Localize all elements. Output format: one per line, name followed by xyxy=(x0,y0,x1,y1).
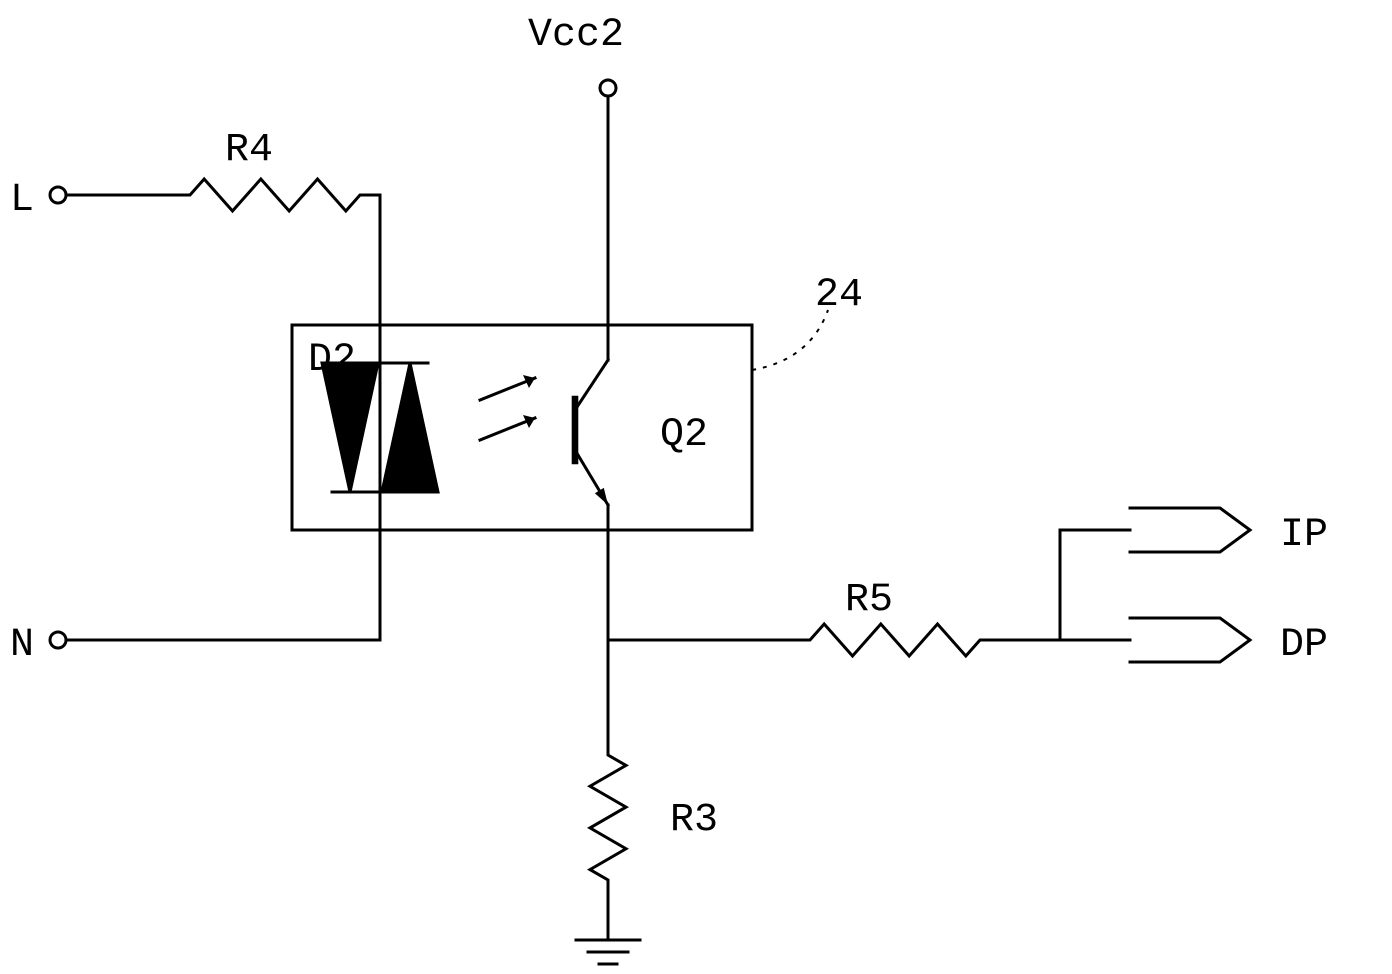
label-DP: DP xyxy=(1280,623,1328,668)
circuit-schematic: Vcc2 R4 L N D2 Q2 24 R5 R3 IP DP xyxy=(0,0,1392,974)
label-R4: R4 xyxy=(225,128,273,173)
label-ref24: 24 xyxy=(815,273,863,318)
label-L: L xyxy=(10,178,34,223)
label-N: N xyxy=(10,623,34,668)
label-D2: D2 xyxy=(308,338,356,383)
label-Vcc2: Vcc2 xyxy=(528,13,624,58)
label-R3: R3 xyxy=(670,798,718,843)
label-R5: R5 xyxy=(845,578,893,623)
label-Q2: Q2 xyxy=(660,413,708,458)
label-IP: IP xyxy=(1280,513,1328,558)
